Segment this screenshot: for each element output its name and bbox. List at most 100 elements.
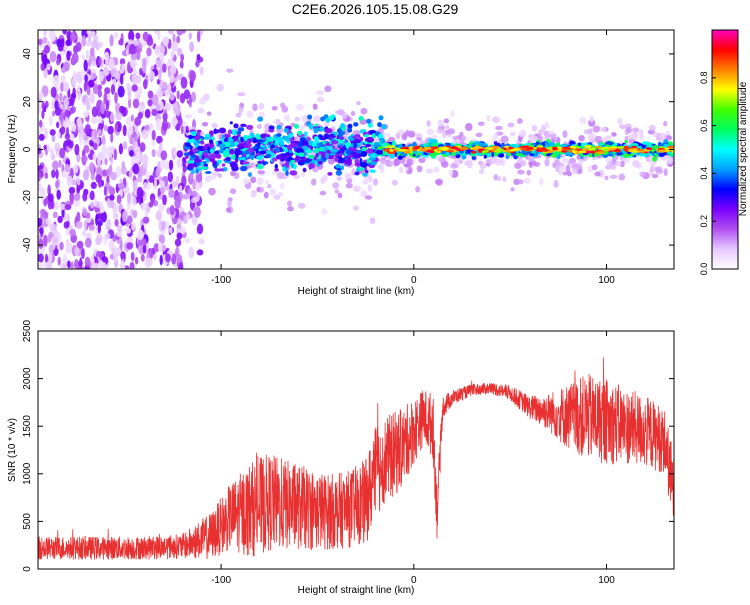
heatmap-cell — [361, 146, 367, 152]
heatmap-cell — [654, 166, 663, 173]
heatmap-cell — [189, 70, 196, 82]
heatmap-cell — [145, 171, 150, 180]
heatmap-cell — [529, 138, 534, 144]
heatmap-cell — [97, 89, 103, 98]
heatmap-cell — [192, 179, 197, 190]
heatmap-cell — [179, 60, 184, 69]
heatmap-cell — [203, 144, 208, 150]
heatmap-cell — [91, 60, 97, 67]
heatmap-cell — [358, 116, 364, 121]
heatmap-cell — [155, 118, 162, 131]
heatmap-cell — [539, 177, 544, 186]
heatmap-cell — [136, 176, 143, 183]
heatmap-cell — [548, 142, 555, 147]
heatmap-cell — [311, 178, 317, 186]
heatmap-cell — [57, 215, 63, 224]
heatmap-cell — [492, 116, 500, 123]
heatmap-cell — [101, 169, 108, 177]
heatmap-cell — [234, 150, 239, 157]
heatmap-cell — [327, 146, 333, 151]
heatmap-cell — [39, 227, 44, 235]
heatmap-cell — [83, 219, 88, 232]
heatmap-cell — [237, 92, 246, 97]
heatmap-cell — [80, 70, 86, 78]
heatmap-cell — [347, 127, 353, 133]
heatmap-cell — [151, 129, 156, 141]
heatmap-cell — [77, 124, 84, 133]
heatmap-cell — [448, 169, 454, 177]
heatmap-cell — [276, 124, 282, 130]
snr-y-tick-label: 0 — [22, 566, 33, 572]
heatmap-cell — [354, 171, 360, 176]
heatmap-cell — [445, 124, 450, 130]
heatmap-cell — [54, 106, 62, 116]
heatmap-cell — [183, 89, 191, 100]
heatmap-cell — [197, 145, 205, 150]
heatmap-cell — [59, 147, 66, 159]
heatmap-cell — [101, 135, 106, 145]
heatmap-cell — [299, 159, 307, 163]
heatmap-cell — [618, 173, 626, 181]
heatmap-cell — [229, 188, 237, 195]
heatmap-cell — [113, 148, 118, 161]
heatmap-cell — [143, 79, 148, 90]
heatmap-cell — [425, 168, 434, 174]
heatmap-cell — [144, 108, 151, 119]
heatmap-cell — [319, 190, 327, 196]
heatmap-cell — [381, 124, 387, 130]
heatmap-cell — [178, 185, 183, 193]
heatmap-cell — [482, 150, 487, 154]
heatmap-cell — [666, 159, 673, 165]
heatmap-cell — [651, 148, 655, 153]
heatmap-cell — [486, 152, 491, 158]
heatmap-cell — [64, 163, 70, 173]
heatmap-cell — [252, 137, 258, 143]
heatmap-cell — [632, 127, 640, 133]
heatmap-cell — [379, 165, 385, 174]
heatmap-cell — [223, 133, 231, 138]
heatmap-cell — [257, 116, 264, 122]
heatmap-cell — [294, 116, 301, 122]
heatmap-cell — [272, 157, 278, 162]
heatmap-cell — [160, 186, 166, 194]
heatmap-cell — [209, 158, 216, 163]
heatmap-cell — [103, 186, 107, 196]
heatmap-cell — [350, 110, 356, 117]
heatmap-cell — [142, 216, 150, 224]
heatmap-cell — [324, 85, 332, 93]
heatmap-cell — [280, 102, 286, 109]
heatmap-cell — [66, 213, 70, 222]
heatmap-y-tick-label: 0 — [22, 146, 33, 152]
heatmap-cell — [366, 118, 372, 124]
heatmap-cell — [282, 156, 289, 161]
heatmap-cell — [256, 124, 262, 129]
heatmap-cell — [556, 136, 561, 145]
heatmap-cell — [134, 91, 138, 98]
heatmap-cell — [90, 30, 96, 37]
heatmap-cell — [218, 143, 226, 149]
heatmap-cell — [243, 151, 251, 155]
heatmap-cell — [117, 85, 125, 98]
heatmap-cell — [359, 136, 364, 142]
heatmap-cell — [532, 135, 539, 143]
heatmap-cell — [329, 115, 335, 121]
heatmap-cell — [261, 161, 269, 165]
snr-x-tick-label: 100 — [598, 575, 615, 586]
heatmap-cell — [91, 106, 99, 117]
heatmap-cell — [458, 158, 464, 165]
heatmap-cell — [561, 158, 569, 163]
heatmap-cell — [83, 169, 89, 181]
heatmap-cell — [365, 143, 372, 148]
heatmap-cell — [40, 63, 45, 71]
heatmap-cell — [246, 124, 254, 130]
heatmap-cell — [110, 112, 114, 123]
heatmap-cell — [240, 123, 247, 128]
heatmap-cell — [44, 127, 48, 140]
heatmap-cell — [146, 182, 151, 190]
heatmap-cell — [364, 170, 369, 174]
heatmap-cell — [127, 88, 132, 101]
heatmap-cell — [438, 155, 446, 164]
heatmap-cell — [195, 168, 199, 174]
snr-x-ticks: -100 0 100 — [211, 331, 615, 586]
heatmap-cell — [566, 171, 572, 177]
